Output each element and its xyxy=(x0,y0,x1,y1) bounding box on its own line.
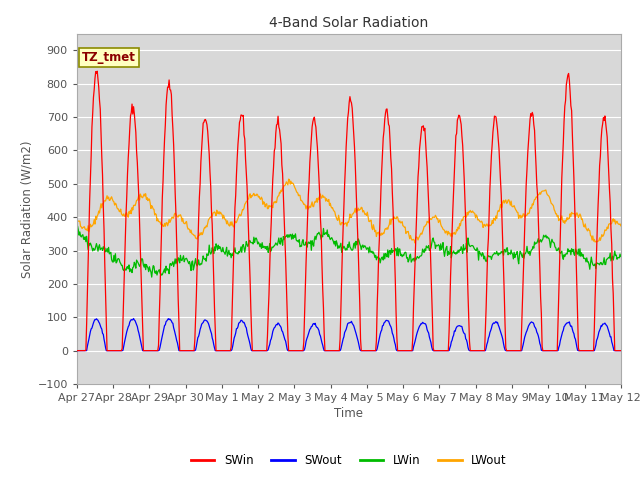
Text: TZ_tmet: TZ_tmet xyxy=(82,51,136,64)
Title: 4-Band Solar Radiation: 4-Band Solar Radiation xyxy=(269,16,428,30)
Legend: SWin, SWout, LWin, LWout: SWin, SWout, LWin, LWout xyxy=(186,449,511,472)
Y-axis label: Solar Radiation (W/m2): Solar Radiation (W/m2) xyxy=(20,140,33,277)
X-axis label: Time: Time xyxy=(334,407,364,420)
